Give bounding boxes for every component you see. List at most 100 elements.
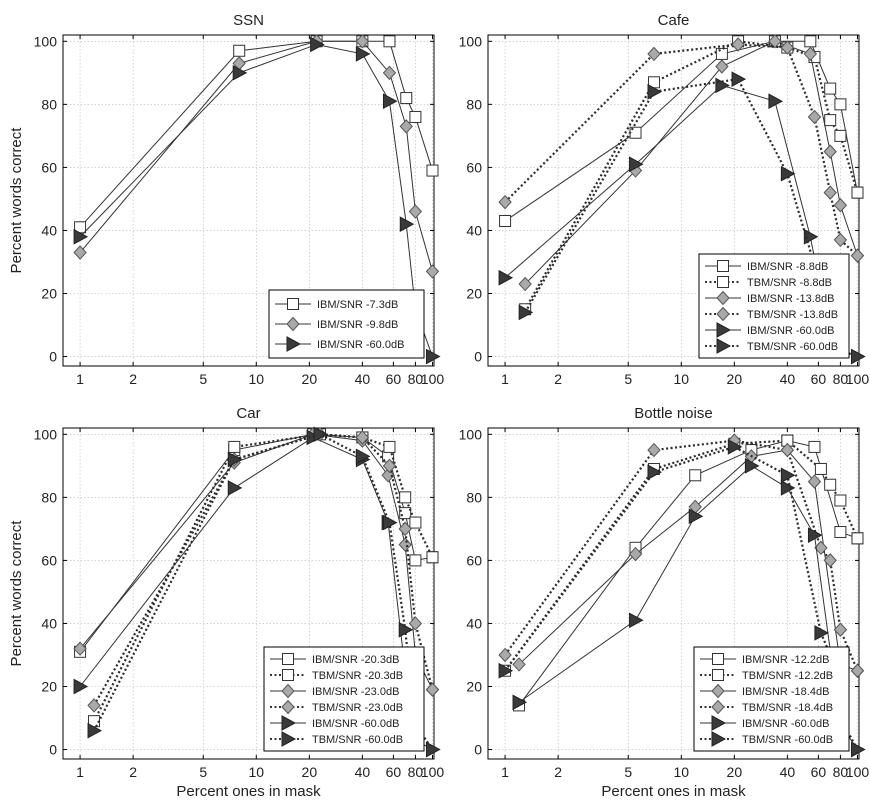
y-tick-label: 20 <box>466 678 482 694</box>
data-point <box>426 551 439 564</box>
legend-label: TBM/SNR -60.0dB <box>312 734 403 746</box>
legend-label: IBM/SNR -8.8dB <box>747 261 828 273</box>
legend: IBM/SNR -7.3dB IBM/SNR -9.8dB IBM/SNR -60.… <box>268 289 425 359</box>
legend-label: TBM/SNR -23.0dB <box>312 702 403 714</box>
data-point <box>715 47 728 60</box>
series-4 <box>498 433 865 678</box>
chart-title: Car <box>236 405 260 422</box>
chart-title: Bottle noise <box>634 405 712 422</box>
data-point <box>498 662 514 679</box>
data-point <box>398 521 412 537</box>
data-point <box>408 204 423 219</box>
data-point <box>744 457 760 474</box>
data-point <box>383 35 396 48</box>
data-point <box>647 442 661 458</box>
x-tick-label: 5 <box>624 371 632 387</box>
x-tick-label: 80 <box>833 764 849 780</box>
data-point <box>833 232 848 248</box>
data-point <box>833 197 848 213</box>
legend-marker <box>716 290 730 306</box>
y-tick-label: 60 <box>466 552 482 568</box>
data-point <box>628 546 643 562</box>
data-point <box>814 625 829 641</box>
legend-label: TBM/SNR -8.8dB <box>747 277 832 289</box>
x-tick-label: 40 <box>780 764 796 780</box>
data-point <box>382 65 397 81</box>
data-point <box>426 164 439 177</box>
legend-label: IBM/SNR -23.0dB <box>312 686 399 698</box>
y-tick-label: 20 <box>466 285 482 301</box>
data-point <box>833 622 848 637</box>
legend-label: TBM/SNR -20.3dB <box>312 670 403 682</box>
legend-label: TBM/SNR -13.8dB <box>747 309 838 321</box>
y-tick-label: 100 <box>459 426 483 442</box>
x-tick-label: 2 <box>129 764 137 780</box>
data-point <box>409 516 422 529</box>
x-tick-label: 40 <box>780 371 796 387</box>
chart-panel-2: 1 2 5 10 20 40 60 80100020406080100CafeIBM/SNR … <box>459 12 870 387</box>
legend-marker <box>712 669 724 681</box>
data-point <box>227 451 243 468</box>
data-point <box>425 264 440 279</box>
legend-marker <box>711 699 725 715</box>
x-tick-label: 1 <box>76 371 84 387</box>
legend-marker <box>711 731 727 747</box>
x-tick-label: 60 <box>811 371 827 387</box>
data-point <box>834 526 847 539</box>
data-point <box>851 186 864 199</box>
x-tick-label: 80 <box>408 764 424 780</box>
x-tick-label: 5 <box>199 371 207 387</box>
legend-label: TBM/SNR -60.0dB <box>742 734 833 746</box>
series-line <box>79 433 433 690</box>
x-tick-label: 100 <box>846 764 870 780</box>
data-point <box>780 467 796 484</box>
data-point <box>768 93 783 110</box>
legend-label: TBM/SNR -12.2dB <box>742 670 833 682</box>
legend-marker <box>281 699 295 715</box>
series-line <box>504 439 859 672</box>
x-tick-label: 20 <box>727 371 743 387</box>
series-line <box>79 433 433 653</box>
legend: IBM/SNR -20.3dB TBM/SNR -20.3dB IBM/SNR -2… <box>263 646 425 752</box>
y-tick-label: 20 <box>41 678 57 694</box>
y-tick-label: 40 <box>41 222 57 238</box>
x-tick-label: 80 <box>408 371 424 387</box>
data-point <box>715 59 729 74</box>
data-point <box>409 554 422 567</box>
axes-frame <box>487 427 860 760</box>
series-line <box>518 449 858 672</box>
data-point <box>73 228 89 245</box>
legend-marker <box>282 653 294 665</box>
data-point <box>780 442 795 458</box>
legend-label: IBM/SNR -12.2dB <box>742 654 829 666</box>
y-tick-label: 40 <box>466 222 482 238</box>
series-line <box>524 40 858 285</box>
x-tick-label: 5 <box>624 764 632 780</box>
y-tick-label: 80 <box>41 96 57 112</box>
y-tick-label: 0 <box>474 742 482 758</box>
data-point <box>399 491 412 504</box>
x-tick-label: 1 <box>76 764 84 780</box>
data-point <box>823 144 837 159</box>
x-tick-label: 1 <box>501 371 509 387</box>
data-point <box>518 276 532 292</box>
data-point <box>355 448 371 465</box>
data-point <box>727 439 743 455</box>
y-tick-label: 40 <box>466 615 482 631</box>
x-tick-label: 10 <box>248 764 264 780</box>
x-tick-label: 100 <box>421 764 445 780</box>
y-tick-label: 80 <box>466 489 482 505</box>
data-point <box>647 46 661 62</box>
legend-marker <box>716 338 732 354</box>
legend-label: TBM/SNR -60.0dB <box>747 341 838 353</box>
y-tick-label: 0 <box>49 349 57 365</box>
y-tick-label: 60 <box>41 159 57 175</box>
data-point <box>498 269 514 286</box>
data-point <box>408 616 423 631</box>
legend-label: IBM/SNR -60.0dB <box>317 339 404 351</box>
data-point <box>512 657 526 672</box>
x-axis-label: Percent ones in mask <box>176 783 321 800</box>
x-axis-label: Percent ones in mask <box>601 783 746 800</box>
